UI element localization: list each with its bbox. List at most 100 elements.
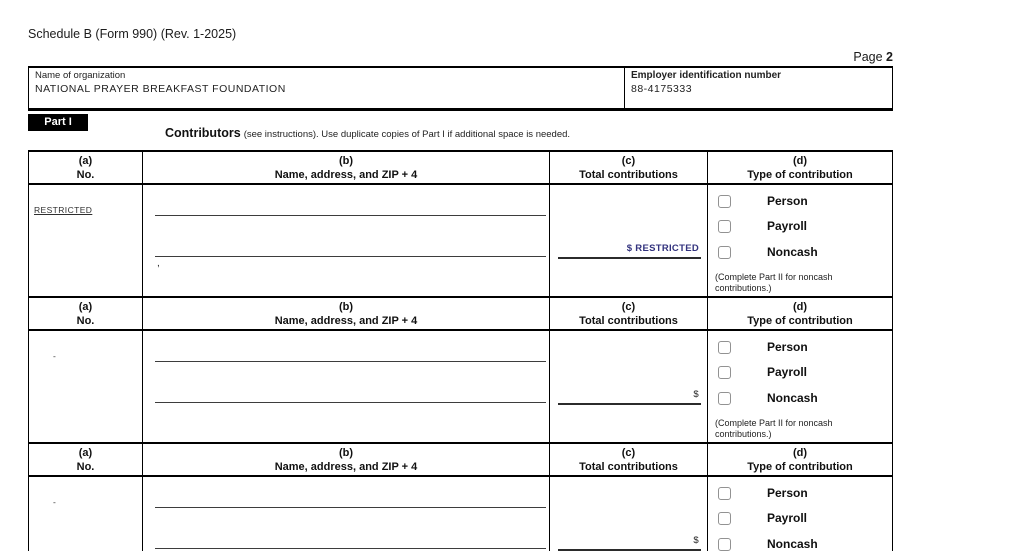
noncash-checkbox[interactable] [718,537,731,551]
noncash-label: Noncash [767,537,818,551]
col-a-header: (a) No. [29,152,143,183]
name-field-line[interactable] [155,215,546,216]
page-number-value: 2 [886,50,893,64]
noncash-row: Noncash [718,391,818,405]
name-address-cell [143,477,550,551]
col-d-header: (d) Type of contribution [708,298,892,329]
col-a-label: No. [76,315,95,328]
amount-value: $ RESTRICTED [626,243,699,254]
payroll-row: Payroll [718,365,807,379]
part1-instructions: (see instructions). Use duplicate copies… [243,129,571,140]
col-b-letter: (b) [338,447,354,459]
name-field-line[interactable] [155,507,546,508]
payroll-checkbox[interactable] [718,219,731,233]
amount-field-line[interactable]: $ RESTRICTED [558,238,701,259]
col-c-header: (c) Total contributions [550,152,708,183]
street-field-line[interactable] [155,548,546,549]
amount-value: $ [693,389,699,400]
person-checkbox[interactable] [718,486,731,500]
noncash-note-line1: (Complete Part II for noncash [715,418,833,428]
ein-value[interactable]: 88-4175333 [631,83,693,95]
contributor-number: - [53,351,57,361]
col-b-label: Name, address, and ZIP + 4 [274,169,418,182]
noncash-note-line1: (Complete Part II for noncash [715,272,833,282]
section-header: (a) No. (b) Name, address, and ZIP + 4 (… [29,150,892,185]
page-number: Page 2 [853,50,893,64]
section-header: (a) No. (b) Name, address, and ZIP + 4 (… [29,296,892,331]
col-c-header: (c) Total contributions [550,444,708,475]
col-a-letter: (a) [78,155,93,167]
person-row: Person [718,486,808,500]
total-contributions-cell: $ RESTRICTED [550,185,708,296]
contributor-section-3: (a) No. (b) Name, address, and ZIP + 4 (… [28,442,893,551]
col-d-header: (d) Type of contribution [708,152,892,183]
col-d-letter: (d) [792,155,808,167]
part1-title-row: Contributors (see instructions). Use dupl… [165,124,570,142]
total-contributions-cell: $ [550,331,708,442]
noncash-label: Noncash [767,245,818,259]
payroll-label: Payroll [767,511,808,525]
col-d-label: Type of contribution [747,169,853,182]
col-c-label: Total contributions [579,169,678,182]
type-of-contribution-cell: Person Payroll Noncash (Complete Part II… [708,331,892,442]
person-row: Person [718,194,808,208]
noncash-label: Noncash [767,391,818,405]
person-label: Person [767,340,808,354]
section-header: (a) No. (b) Name, address, and ZIP + 4 (… [29,442,892,477]
col-c-header: (c) Total contributions [550,298,708,329]
col-d-label: Type of contribution [747,315,853,328]
total-contributions-cell: $ [550,477,708,551]
person-label: Person [767,194,808,208]
contributor-number-cell: - [29,331,143,442]
contributor-number: - [53,497,57,507]
amount-value: $ [693,535,699,546]
col-d-letter: (d) [792,301,808,313]
type-of-contribution-cell: Person Payroll Noncash (Complete Part II… [708,185,892,296]
col-c-letter: (c) [621,301,636,313]
col-d-label: Type of contribution [747,461,853,474]
contributor-section-1: (a) No. (b) Name, address, and ZIP + 4 (… [28,150,893,296]
col-b-label: Name, address, and ZIP + 4 [274,461,418,474]
noncash-checkbox[interactable] [718,245,731,259]
section-body: - $ Person Payroll [29,331,892,442]
contributor-number: RESTRICTED [34,205,93,215]
org-header-box: Name of organization NATIONAL PRAYER BRE… [28,66,893,111]
payroll-checkbox[interactable] [718,365,731,379]
col-b-header: (b) Name, address, and ZIP + 4 [143,152,550,183]
amount-field-line[interactable]: $ [558,384,701,405]
noncash-checkbox[interactable] [718,391,731,405]
amount-field-line[interactable]: $ [558,530,701,551]
col-a-label: No. [76,461,95,474]
col-a-header: (a) No. [29,298,143,329]
ein-cell: Employer identification number 88-417533… [625,68,892,108]
name-address-cell [143,331,550,442]
person-checkbox[interactable] [718,340,731,354]
col-d-letter: (d) [792,447,808,459]
col-a-letter: (a) [78,301,93,313]
part1-badge: Part I [28,114,88,131]
col-c-label: Total contributions [579,461,678,474]
org-name-cell: Name of organization NATIONAL PRAYER BRE… [29,68,625,108]
col-b-header: (b) Name, address, and ZIP + 4 [143,298,550,329]
person-checkbox[interactable] [718,194,731,208]
col-a-header: (a) No. [29,444,143,475]
contributor-number-cell: RESTRICTED [29,185,143,296]
noncash-note-line2: contributions.) [715,282,772,293]
name-address-cell: , [143,185,550,296]
col-b-letter: (b) [338,301,354,313]
payroll-checkbox[interactable] [718,511,731,525]
noncash-row: Noncash [718,245,818,259]
org-name-value[interactable]: NATIONAL PRAYER BREAKFAST FOUNDATION [35,83,286,95]
payroll-label: Payroll [767,365,808,379]
col-b-header: (b) Name, address, and ZIP + 4 [143,444,550,475]
street-field-line[interactable] [155,256,546,257]
payroll-row: Payroll [718,511,807,525]
noncash-note: (Complete Part II for noncash contributi… [715,272,833,294]
page-label: Page [853,50,883,64]
payroll-row: Payroll [718,219,807,233]
street-field-line[interactable] [155,402,546,403]
col-d-header: (d) Type of contribution [708,444,892,475]
name-field-line[interactable] [155,361,546,362]
col-b-label: Name, address, and ZIP + 4 [274,315,418,328]
type-of-contribution-cell: Person Payroll Noncash (Complete Part II… [708,477,892,551]
